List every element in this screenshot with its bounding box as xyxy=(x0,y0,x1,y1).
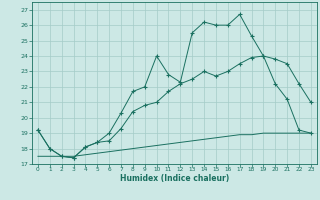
X-axis label: Humidex (Indice chaleur): Humidex (Indice chaleur) xyxy=(120,174,229,183)
